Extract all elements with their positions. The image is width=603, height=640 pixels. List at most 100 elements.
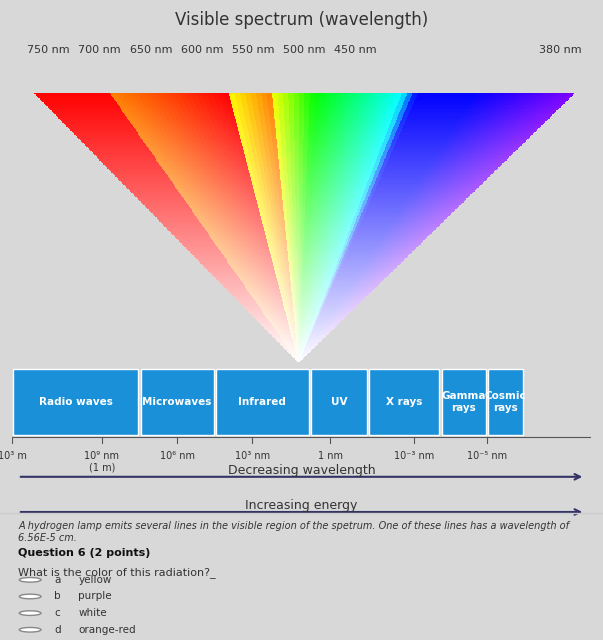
Polygon shape <box>403 247 405 248</box>
Polygon shape <box>318 225 321 227</box>
Polygon shape <box>126 129 131 131</box>
Polygon shape <box>368 198 371 200</box>
Polygon shape <box>338 143 343 144</box>
Polygon shape <box>428 173 432 174</box>
Polygon shape <box>391 250 393 252</box>
Polygon shape <box>252 292 253 293</box>
Polygon shape <box>382 271 384 273</box>
Polygon shape <box>308 244 311 246</box>
Polygon shape <box>198 215 201 216</box>
Polygon shape <box>289 323 290 324</box>
Polygon shape <box>297 317 298 319</box>
Polygon shape <box>302 209 305 211</box>
Polygon shape <box>258 261 260 262</box>
Polygon shape <box>289 304 291 305</box>
Polygon shape <box>181 152 185 154</box>
Polygon shape <box>296 305 297 307</box>
Polygon shape <box>268 322 270 323</box>
Polygon shape <box>220 205 223 207</box>
Polygon shape <box>227 243 230 244</box>
Polygon shape <box>302 215 305 216</box>
Polygon shape <box>446 209 449 211</box>
Polygon shape <box>461 125 466 127</box>
Polygon shape <box>276 218 279 219</box>
Polygon shape <box>277 321 279 322</box>
Polygon shape <box>405 97 411 98</box>
Polygon shape <box>268 234 270 235</box>
Polygon shape <box>246 303 247 304</box>
Polygon shape <box>339 277 341 278</box>
Polygon shape <box>394 198 397 200</box>
Polygon shape <box>364 238 366 239</box>
Polygon shape <box>260 188 264 189</box>
Polygon shape <box>443 105 449 106</box>
Polygon shape <box>220 282 222 284</box>
Polygon shape <box>346 264 348 265</box>
Polygon shape <box>292 255 294 257</box>
Polygon shape <box>370 108 376 109</box>
Polygon shape <box>315 293 317 294</box>
Polygon shape <box>343 301 344 303</box>
Polygon shape <box>358 299 359 300</box>
Polygon shape <box>328 285 330 287</box>
Polygon shape <box>154 172 157 173</box>
Polygon shape <box>331 324 332 326</box>
Polygon shape <box>321 330 322 332</box>
Polygon shape <box>367 275 369 276</box>
Polygon shape <box>257 282 259 284</box>
Polygon shape <box>294 235 296 236</box>
Polygon shape <box>428 216 431 218</box>
Polygon shape <box>289 319 290 321</box>
Polygon shape <box>241 167 244 169</box>
Polygon shape <box>338 273 340 275</box>
Polygon shape <box>241 120 245 121</box>
Polygon shape <box>227 205 230 207</box>
Polygon shape <box>142 202 145 204</box>
Polygon shape <box>459 196 463 197</box>
Polygon shape <box>274 280 276 281</box>
Polygon shape <box>175 94 181 95</box>
Polygon shape <box>365 218 368 219</box>
Polygon shape <box>250 118 255 120</box>
Polygon shape <box>409 218 412 219</box>
Polygon shape <box>231 227 234 228</box>
Polygon shape <box>379 152 383 154</box>
Polygon shape <box>185 220 188 221</box>
Polygon shape <box>330 219 333 220</box>
Polygon shape <box>292 201 295 202</box>
Polygon shape <box>210 151 214 152</box>
Polygon shape <box>268 169 272 170</box>
Polygon shape <box>381 262 383 264</box>
Polygon shape <box>357 242 359 243</box>
Polygon shape <box>246 236 248 238</box>
Polygon shape <box>379 234 381 235</box>
Polygon shape <box>99 150 103 151</box>
Polygon shape <box>204 166 209 167</box>
Polygon shape <box>328 299 329 300</box>
Polygon shape <box>515 93 520 94</box>
Polygon shape <box>274 292 276 293</box>
Polygon shape <box>411 175 415 177</box>
Polygon shape <box>472 166 476 167</box>
Polygon shape <box>321 284 322 285</box>
Polygon shape <box>303 257 305 258</box>
Polygon shape <box>206 117 210 118</box>
Polygon shape <box>286 301 288 303</box>
Polygon shape <box>259 312 260 314</box>
Polygon shape <box>213 209 216 211</box>
Polygon shape <box>172 200 175 201</box>
Polygon shape <box>464 162 467 163</box>
Polygon shape <box>191 243 194 244</box>
Polygon shape <box>392 257 394 258</box>
Polygon shape <box>269 264 271 265</box>
Polygon shape <box>130 179 134 181</box>
Polygon shape <box>201 257 203 258</box>
Polygon shape <box>384 264 386 265</box>
Polygon shape <box>195 125 199 127</box>
Polygon shape <box>171 97 177 98</box>
Polygon shape <box>238 193 241 195</box>
Polygon shape <box>414 243 415 244</box>
Polygon shape <box>195 230 198 231</box>
Polygon shape <box>268 108 274 109</box>
Polygon shape <box>482 108 488 109</box>
